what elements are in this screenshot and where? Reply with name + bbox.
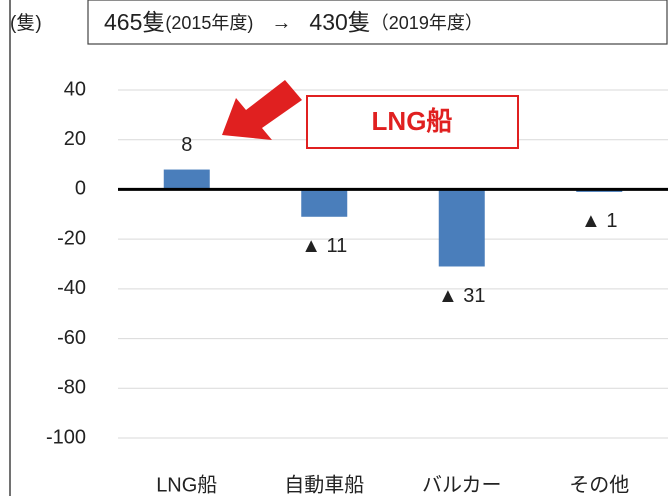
annotation-arrow	[222, 80, 302, 140]
y-tick-label: 20	[64, 128, 86, 150]
value-label: ▲ 1	[581, 210, 617, 232]
y-axis-unit: (隻)	[10, 12, 42, 34]
bar	[438, 189, 485, 267]
y-tick-label: 0	[75, 178, 86, 200]
x-tick-label: その他	[569, 473, 629, 496]
header-part: →	[271, 12, 291, 34]
header-box	[87, 0, 668, 45]
y-tick-label: -60	[57, 327, 86, 349]
header-text: 465隻(2015年度) → 430隻（2019年度）	[104, 9, 483, 35]
x-tick-label: 自動車船	[284, 473, 364, 496]
annotation-text: LNG船	[372, 106, 453, 136]
header-part: （2019年度）	[371, 13, 483, 33]
header-part: (2015年度)	[165, 13, 253, 33]
y-tick-label: -40	[57, 277, 86, 299]
value-label: ▲ 31	[438, 285, 486, 307]
y-tick-label: -80	[57, 377, 86, 399]
bar	[301, 189, 348, 217]
y-tick-label: 40	[64, 78, 86, 100]
x-tick-label: LNG船	[156, 473, 217, 496]
y-tick-label: -20	[57, 227, 86, 249]
bar	[163, 169, 210, 190]
annotation-box	[306, 95, 519, 149]
x-tick-label: バルカー	[422, 474, 501, 496]
y-tick-label: -100	[46, 426, 86, 448]
header-part: 430隻	[309, 9, 370, 35]
value-label: ▲ 11	[301, 235, 347, 257]
value-label: 8	[181, 134, 192, 156]
header-part: 465隻	[104, 9, 165, 35]
plot-area: 40 20 0 -20 -40 -60 -80 -100 LNG船 8 自動車船 ▲ 11 バルカー ▲ …	[46, 78, 668, 496]
